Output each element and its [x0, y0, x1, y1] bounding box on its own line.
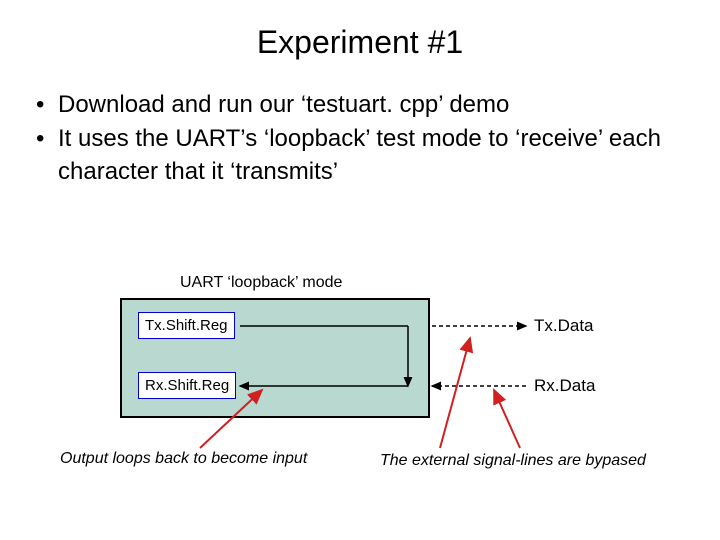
rx-data-label: Rx.Data [534, 376, 595, 396]
bullet-list: Download and run our ‘testuart. cpp’ dem… [0, 89, 720, 188]
tx-data-label: Tx.Data [534, 316, 594, 336]
diagram: UART ‘loopback’ mode Tx.Shift.Reg Rx.Shi… [0, 260, 720, 520]
slide-title: Experiment #1 [0, 0, 720, 89]
red-arrow-mid [440, 338, 470, 448]
bullet-item: Download and run our ‘testuart. cpp’ dem… [36, 89, 690, 121]
red-arrow-right [494, 390, 520, 448]
rx-shift-reg: Rx.Shift.Reg [138, 372, 236, 399]
bullet-item: It uses the UART’s ‘loopback’ test mode … [36, 123, 690, 188]
uart-mode-label: UART ‘loopback’ mode [180, 274, 342, 292]
caption-right: The external signal-lines are bypased [380, 452, 646, 470]
tx-shift-reg: Tx.Shift.Reg [138, 312, 235, 339]
caption-left: Output loops back to become input [60, 450, 307, 468]
